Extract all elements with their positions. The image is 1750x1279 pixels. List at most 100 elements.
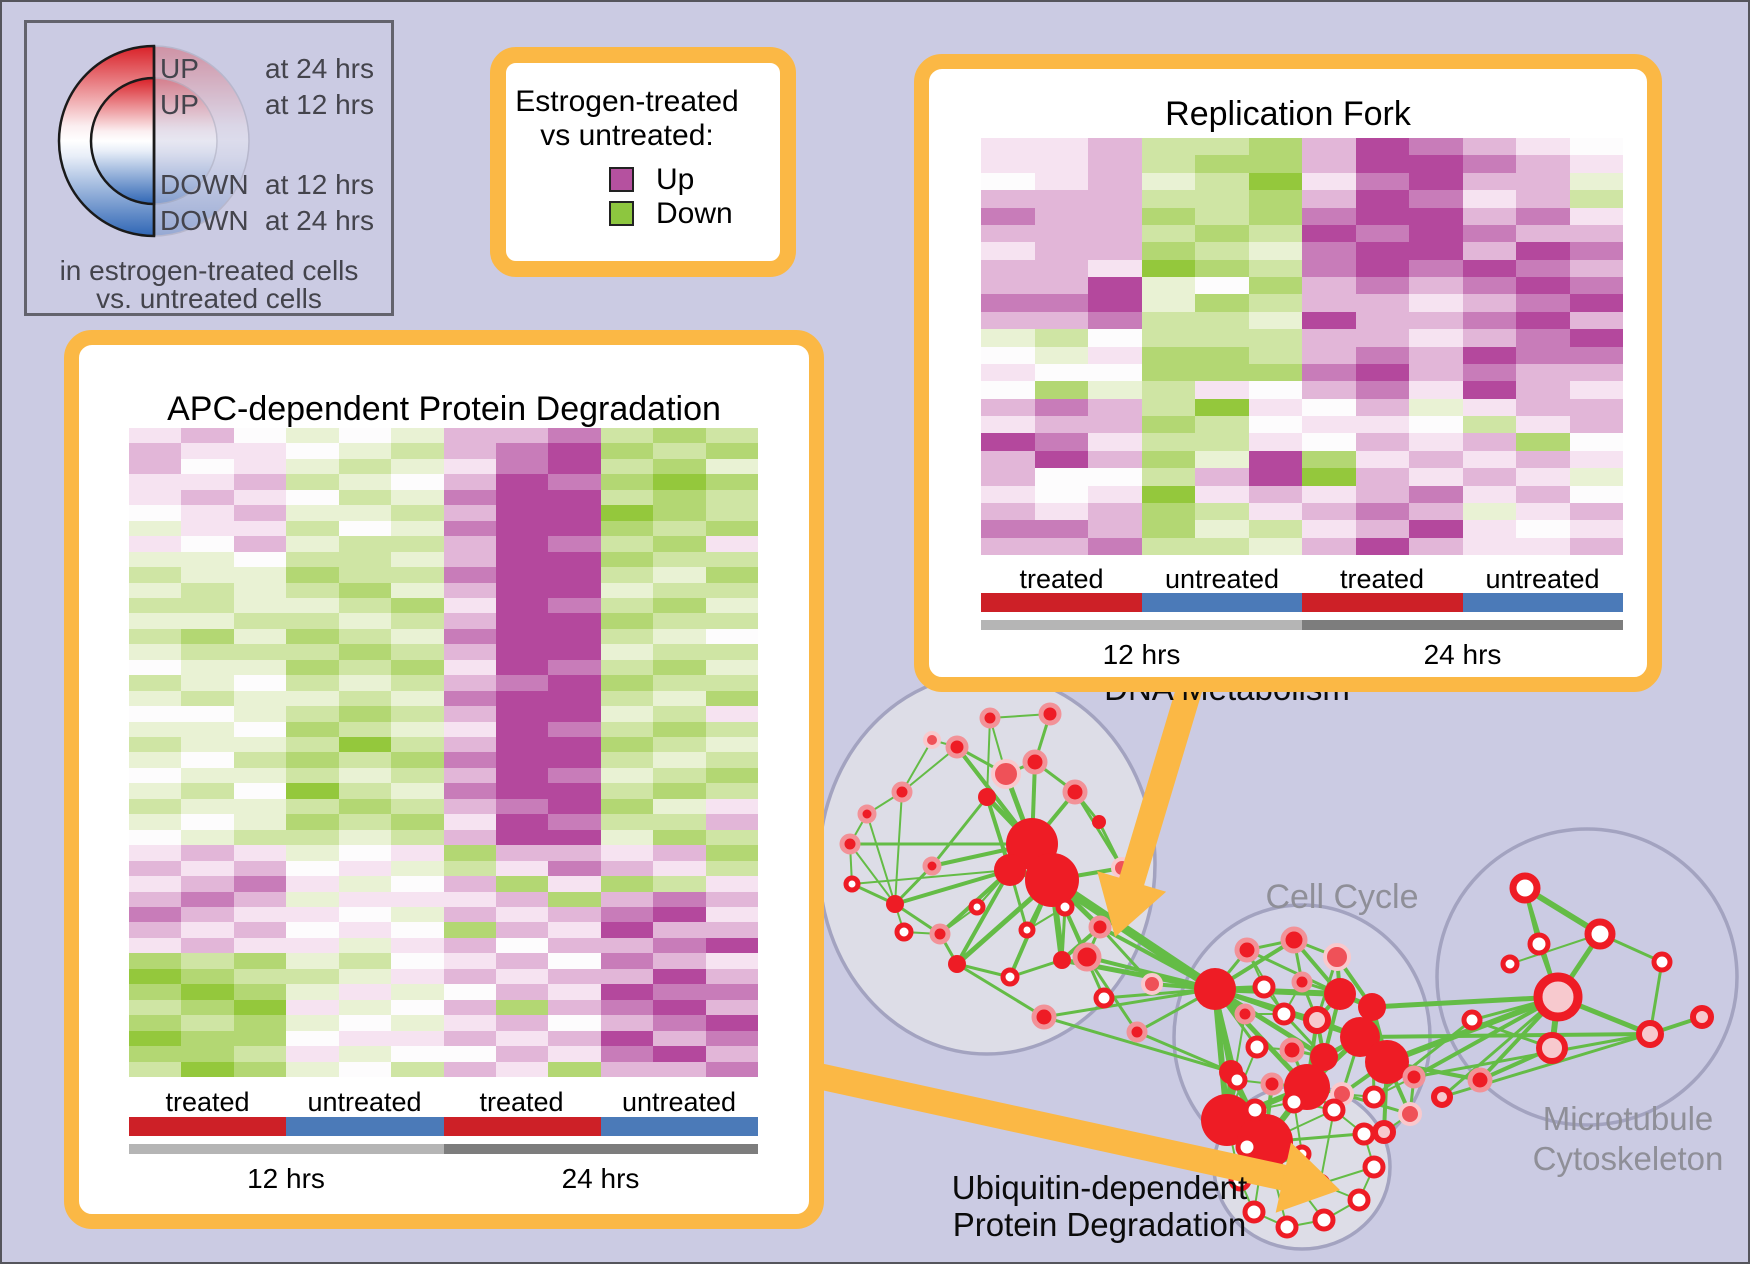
heatmap-cell: [233, 721, 287, 738]
network-node-salmon: [1280, 926, 1308, 954]
heatmap-cell: [286, 829, 339, 846]
heatmap-cell: [443, 953, 496, 969]
heatmap-cell: [1248, 259, 1302, 277]
heatmap-cell: [548, 536, 601, 552]
heatmap-cell: [705, 876, 758, 892]
heatmap-cell: [129, 520, 182, 537]
network-node-salmon: [922, 856, 942, 876]
heatmap-cell: [391, 798, 444, 815]
heatmap-cell: [653, 999, 706, 1016]
updown-footer-line2: vs. untreated cells: [96, 283, 322, 314]
heatmap-cell: [1462, 502, 1516, 521]
updown-row-time: at 12 hrs: [265, 169, 374, 200]
heatmap-cell: [705, 907, 758, 923]
heatmap-cell: [286, 1015, 339, 1031]
heatmap-cell: [1088, 294, 1142, 312]
heatmap-cell: [981, 311, 1035, 330]
heatmap-cell: [338, 1061, 392, 1077]
heatmap-cell: [600, 520, 654, 537]
heatmap-cell: [1409, 242, 1463, 260]
heatmap-cell: [1195, 311, 1249, 330]
heatmap-cell: [1462, 138, 1516, 156]
heatmap-cell: [1569, 138, 1623, 156]
heatmap-cell: [391, 721, 444, 738]
network-node-white: [1362, 1085, 1386, 1109]
heatmap-cell: [391, 860, 444, 877]
heatmap-cell: [443, 984, 496, 1000]
heatmap-cell: [1088, 537, 1142, 555]
heatmap-cell: [129, 1030, 182, 1047]
replication-fork-heatmap: [981, 138, 1623, 555]
up-color-swatch: [609, 167, 634, 192]
heatmap-cell: [181, 628, 234, 645]
heatmap-cell: [600, 845, 654, 861]
heatmap-cell: [600, 428, 654, 444]
heatmap-cell: [495, 458, 549, 475]
heatmap-cell: [443, 597, 496, 614]
network-node-pink: [1372, 1120, 1396, 1144]
heatmap-cell: [338, 999, 392, 1016]
heatmap-cell: [495, 520, 549, 537]
heatmap-cell: [286, 783, 339, 799]
condition-label: treated: [1339, 564, 1425, 594]
heatmap-cell: [233, 953, 287, 969]
cell-cycle-label: Cell Cycle: [1265, 878, 1419, 916]
heatmap-cell: [1355, 329, 1409, 347]
heatmap-cell: [233, 628, 287, 645]
heatmap-cell: [705, 953, 758, 969]
heatmap-cell: [129, 907, 182, 923]
heatmap-cell: [1462, 520, 1516, 538]
heatmap-cell: [1248, 468, 1302, 486]
heatmap-cell: [705, 428, 758, 444]
heatmap-cell: [181, 876, 234, 892]
heatmap-cell: [181, 706, 234, 722]
heatmap-cell: [1034, 450, 1088, 469]
heatmap-cell: [600, 536, 654, 552]
heatmap-cell: [1462, 224, 1516, 243]
heatmap-cell: [181, 984, 234, 1000]
heatmap-cell: [981, 537, 1035, 555]
heatmap-cell: [548, 551, 601, 568]
network-node-white: [1500, 954, 1520, 974]
heatmap-cell: [653, 489, 706, 506]
network-node-pink: [1533, 972, 1583, 1022]
heatmap-cell: [1516, 294, 1570, 312]
heatmap-cell: [1141, 190, 1195, 208]
heatmap-cell: [443, 1046, 496, 1062]
heatmap-cell: [600, 984, 654, 1000]
heatmap-cell: [705, 536, 758, 552]
heatmap-cell: [1248, 277, 1302, 295]
heatmap-cell: [548, 767, 601, 784]
network-edge: [894, 868, 1011, 906]
heatmap-cell: [981, 363, 1035, 382]
heatmap-cell: [981, 224, 1035, 243]
heatmap-cell: [181, 582, 234, 598]
network-node-salmon: [1467, 1067, 1493, 1093]
heatmap-cell: [286, 1061, 339, 1077]
heatmap-cell: [286, 984, 339, 1000]
network-node-solid: [1358, 993, 1386, 1021]
heatmap-cell: [705, 597, 758, 614]
heatmap-cell: [1248, 155, 1302, 173]
network-node-salmon: [945, 735, 969, 759]
heatmap-cell: [1195, 363, 1249, 382]
heatmap-cell: [1569, 259, 1623, 277]
heatmap-cell: [233, 737, 287, 753]
condition-label: untreated: [1164, 564, 1280, 594]
heatmap-cell: [600, 613, 654, 629]
network-node-blush: [1323, 943, 1351, 971]
heatmap-cell: [1355, 277, 1409, 295]
heatmap-cell: [1569, 329, 1623, 347]
heatmap-cell: [129, 551, 182, 568]
heatmap-cell: [181, 613, 234, 629]
estrogen-legend-title-line2: vs untreated:: [540, 119, 714, 152]
heatmap-cell: [338, 1015, 392, 1031]
network-node-white: [1312, 1208, 1336, 1232]
heatmap-cell: [1088, 416, 1142, 434]
network-node-white: [1235, 1135, 1259, 1159]
heatmap-cell: [1248, 138, 1302, 156]
heatmap-cell: [181, 1046, 234, 1062]
heatmap-cell: [391, 659, 444, 676]
heatmap-cell: [495, 690, 549, 707]
